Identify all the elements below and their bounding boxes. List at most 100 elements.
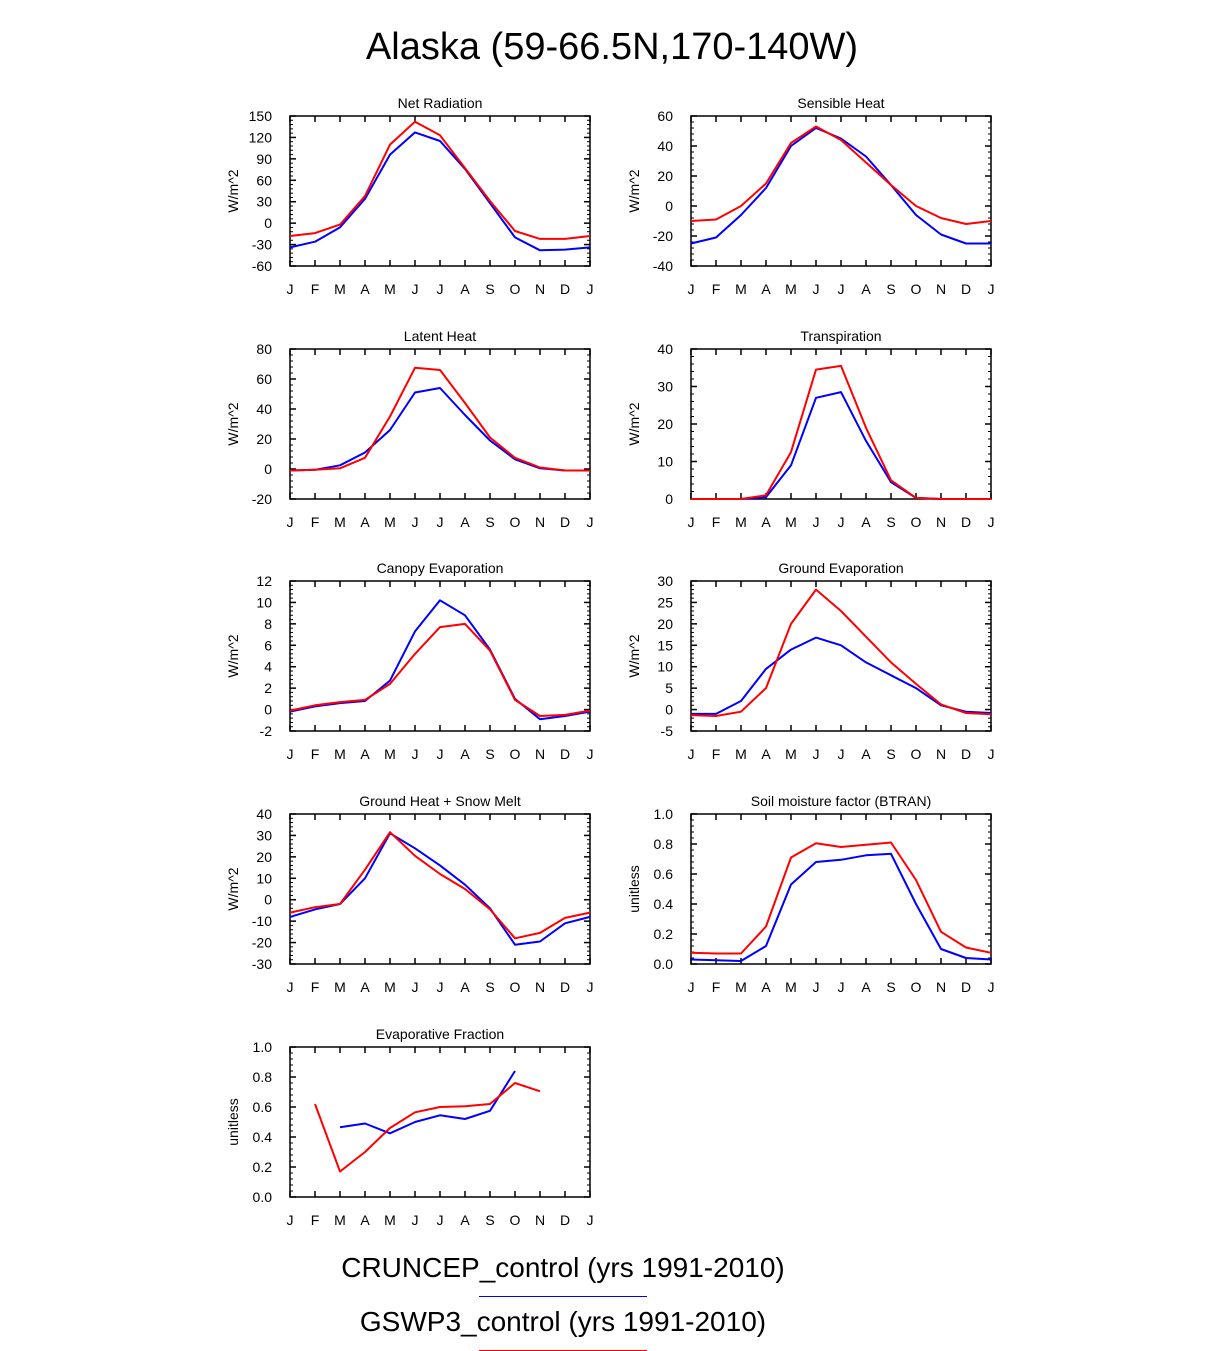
x-tick-label: J (587, 514, 594, 530)
y-tick-label: 10 (657, 659, 673, 675)
x-tick-label: A (360, 746, 370, 762)
y-tick-label: 1.0 (654, 806, 674, 822)
x-tick-label: D (961, 514, 971, 530)
x-tick-label: J (437, 979, 444, 995)
x-tick-label: N (936, 746, 946, 762)
x-tick-label: J (813, 746, 820, 762)
x-tick-label: M (785, 281, 797, 297)
x-tick-label: S (485, 514, 494, 530)
y-tick-label: 120 (249, 129, 273, 145)
y-axis-label: W/m^2 (225, 867, 241, 910)
x-tick-label: F (712, 514, 721, 530)
x-tick-label: A (360, 1212, 370, 1228)
series-line-cruncep-control-yrs-1991-2010 (690, 852, 992, 962)
x-tick-label: J (838, 746, 845, 762)
y-tick-label: 0 (665, 491, 673, 507)
plot-frame (289, 813, 591, 965)
y-tick-label: 80 (256, 341, 272, 357)
y-tick-label: 0 (264, 892, 272, 908)
x-tick-label: M (735, 746, 747, 762)
x-tick-label: N (535, 1212, 545, 1228)
series-line-gswp3-control-yrs-1991-2010 (690, 125, 992, 225)
x-tick-label: O (911, 979, 922, 995)
series-line-gswp3-control-yrs-1991-2010 (289, 366, 590, 472)
y-tick-label: 10 (256, 594, 272, 610)
x-tick-label: J (988, 281, 995, 297)
x-tick-label: D (560, 1212, 570, 1228)
x-tick-label: M (334, 979, 346, 995)
plot-frame (690, 580, 992, 732)
y-axis-label: unitless (225, 1098, 241, 1145)
series-line-gswp3-control-yrs-1991-2010 (289, 120, 591, 240)
y-tick-label: -20 (653, 228, 673, 244)
series-line-gswp3-control-yrs-1991-2010 (690, 841, 992, 955)
x-tick-label: D (560, 281, 570, 297)
x-tick-label: J (838, 281, 845, 297)
y-tick-label: 0 (665, 702, 673, 718)
x-tick-label: M (384, 979, 396, 995)
x-tick-label: S (485, 746, 494, 762)
x-tick-label: M (334, 1212, 346, 1228)
x-tick-label: M (334, 746, 346, 762)
x-tick-label: N (936, 281, 946, 297)
series-line-cruncep-control-yrs-1991-2010 (339, 1070, 516, 1135)
y-tick-label: -30 (252, 237, 272, 253)
x-tick-label: D (961, 281, 971, 297)
x-tick-label: S (886, 281, 895, 297)
figure-title: Alaska (59-66.5N,170-140W) (365, 26, 859, 68)
series-line-gswp3-control-yrs-1991-2010 (691, 364, 991, 500)
x-tick-label: J (587, 281, 594, 297)
y-tick-label: -10 (252, 913, 272, 929)
x-tick-label: F (712, 746, 721, 762)
x-tick-label: M (334, 281, 346, 297)
y-tick-label: 8 (264, 616, 272, 632)
x-tick-label: N (535, 746, 545, 762)
y-tick-label: 0.4 (253, 1129, 273, 1145)
x-tick-label: M (785, 979, 797, 995)
x-tick-label: F (712, 281, 721, 297)
x-tick-label: A (360, 979, 370, 995)
y-tick-label: 0.6 (654, 866, 674, 882)
x-tick-label: J (813, 979, 820, 995)
x-tick-label: F (311, 979, 320, 995)
x-tick-label: A (460, 979, 470, 995)
x-tick-label: J (437, 514, 444, 530)
series-line-cruncep-control-yrs-1991-2010 (690, 127, 991, 245)
x-tick-label: A (861, 746, 871, 762)
panel-title: Evaporative Fraction (376, 1026, 504, 1042)
x-tick-label: A (460, 514, 470, 530)
y-tick-label: 6 (264, 637, 272, 653)
x-tick-label: S (485, 979, 494, 995)
x-tick-label: S (886, 746, 895, 762)
x-tick-label: J (988, 746, 995, 762)
x-tick-label: M (785, 746, 797, 762)
y-tick-label: 40 (657, 138, 673, 154)
x-tick-label: A (761, 746, 771, 762)
x-tick-label: A (861, 514, 871, 530)
y-tick-label: 40 (256, 401, 272, 417)
y-tick-label: 1.0 (253, 1039, 273, 1055)
y-tick-label: 0.0 (654, 956, 674, 972)
series-line-cruncep-control-yrs-1991-2010 (289, 387, 590, 472)
y-tick-label: 2 (264, 680, 272, 696)
panel-title: Latent Heat (404, 328, 476, 344)
x-tick-label: O (510, 979, 521, 995)
x-tick-label: S (886, 514, 895, 530)
legend-line-cruncep (479, 1296, 647, 1297)
x-tick-label: O (510, 281, 521, 297)
y-tick-label: -60 (252, 258, 272, 274)
y-tick-label: 40 (256, 806, 272, 822)
x-tick-label: J (412, 746, 419, 762)
x-tick-label: A (861, 979, 871, 995)
legend-label-cruncep: CRUNCEP_control (yrs 1991-2010) (341, 1252, 785, 1283)
x-tick-label: J (688, 281, 695, 297)
y-tick-label: 60 (256, 371, 272, 387)
y-axis-label: W/m^2 (225, 402, 241, 445)
x-tick-label: N (535, 281, 545, 297)
x-tick-label: J (688, 746, 695, 762)
x-tick-label: J (412, 281, 419, 297)
